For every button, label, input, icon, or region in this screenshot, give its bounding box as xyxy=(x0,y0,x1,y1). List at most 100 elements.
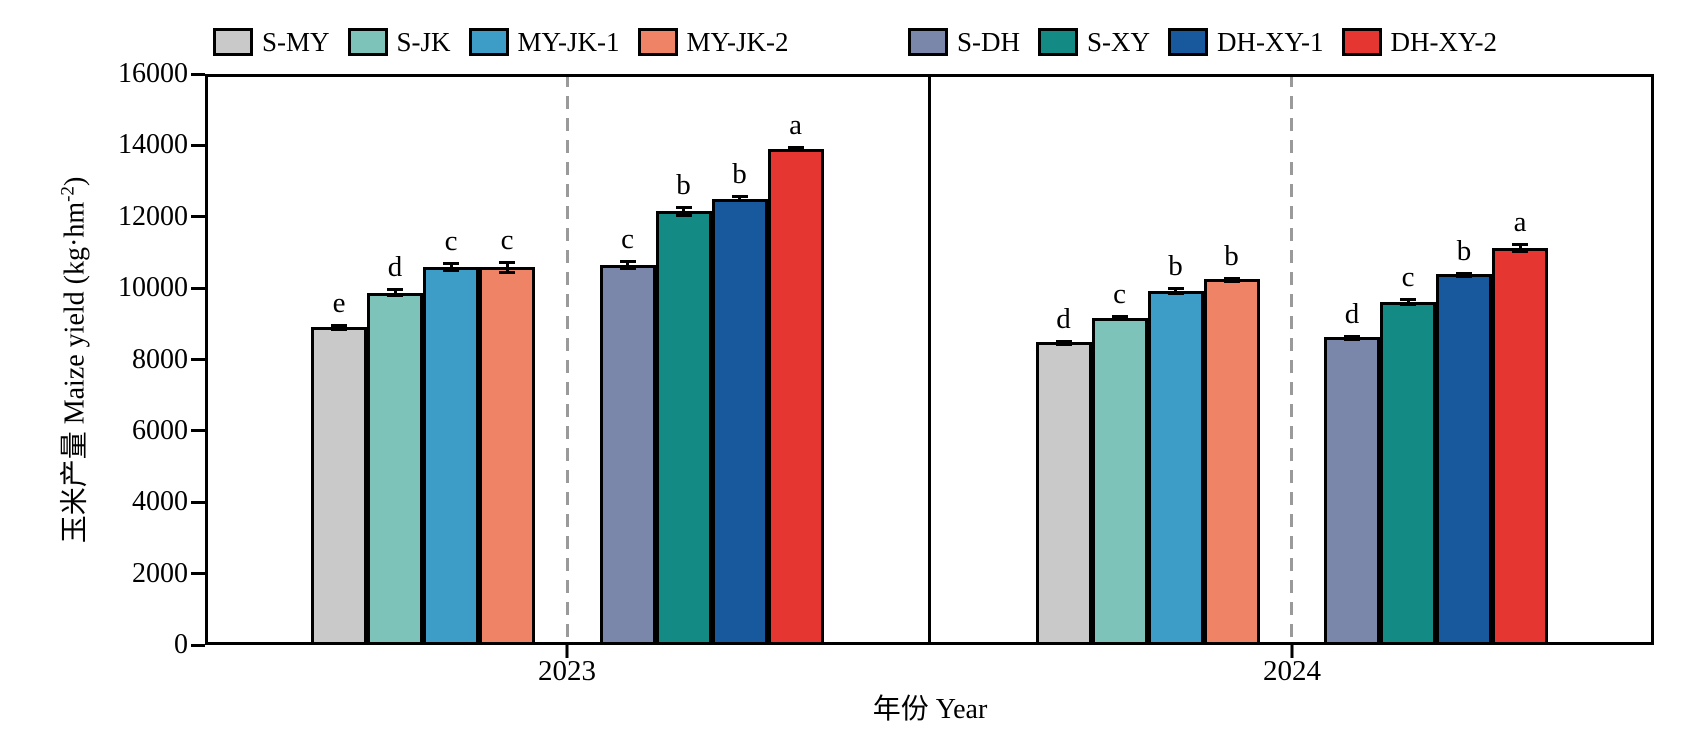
bar-S-MY-2024 xyxy=(1035,341,1092,645)
legend-item-MY-JK-2: MY-JK-2 xyxy=(637,26,789,57)
x-tick-label-2024: 2024 xyxy=(1263,655,1321,687)
legend-swatch-S-XY xyxy=(1038,28,1079,56)
significance-letter-S-MY-2023: e xyxy=(332,287,346,320)
significance-letter-DH-XY-2-2024: a xyxy=(1513,206,1527,239)
y-axis-tick xyxy=(191,72,205,76)
legend-label-S-XY: S-XY xyxy=(1087,26,1151,57)
y-tick-label: 10000 xyxy=(118,272,188,304)
bar-S-JK-2023 xyxy=(367,292,423,645)
legend-item-S-XY: S-XY xyxy=(1038,28,1150,56)
error-bar-S-DH-2023 xyxy=(619,259,636,270)
significance-letter-S-XY-2023: b xyxy=(676,169,691,202)
y-axis-tick xyxy=(191,286,205,290)
error-bar-MY-JK-2-2024 xyxy=(1223,277,1240,284)
bar-S-JK-2024 xyxy=(1091,317,1148,645)
bar-S-DH-2024 xyxy=(1324,337,1380,645)
significance-letter-MY-JK-2-2023: c xyxy=(500,223,514,256)
y-tick-label: 0 xyxy=(174,629,188,660)
bar-MY-JK-1-2024 xyxy=(1147,290,1204,645)
y-tick-label: 6000 xyxy=(132,414,188,446)
error-bar-DH-XY-1-2023 xyxy=(731,195,748,203)
bar-S-DH-2023 xyxy=(599,264,656,645)
bar-MY-JK-2-2023 xyxy=(479,267,535,645)
legend-label-S-DH: S-DH xyxy=(957,26,1021,57)
x-axis-tick xyxy=(1290,645,1294,658)
legend-swatch-MY-JK-2 xyxy=(637,28,678,56)
x-axis-tick xyxy=(565,645,569,658)
error-bar-S-XY-2024 xyxy=(1400,298,1416,307)
legend-label-DH-XY-2: DH-XY-2 xyxy=(1390,26,1497,57)
bar-MY-JK-2-2024 xyxy=(1203,279,1260,645)
significance-letter-DH-XY-2-2023: a xyxy=(789,108,802,141)
bar-DH-XY-2-2023 xyxy=(767,148,824,645)
bar-S-XY-2024 xyxy=(1380,302,1436,645)
legend-item-S-DH: S-DH xyxy=(908,28,1020,56)
significance-letter-S-MY-2024: d xyxy=(1056,302,1071,335)
significance-letter-S-JK-2023: d xyxy=(387,251,403,284)
legend-label-DH-XY-1: DH-XY-1 xyxy=(1217,26,1324,57)
legend-group-1: S-MY S-JK MY-JK-1 MY-JK-2 xyxy=(213,28,789,56)
error-bar-MY-JK-1-2023 xyxy=(443,261,459,272)
legend-swatch-MY-JK-1 xyxy=(468,28,509,56)
year-panel-divider xyxy=(928,74,931,645)
error-bar-S-JK-2023 xyxy=(387,288,403,298)
error-bar-S-DH-2024 xyxy=(1344,335,1360,342)
legend-item-DH-XY-2: DH-XY-2 xyxy=(1341,26,1497,57)
error-bar-MY-JK-1-2024 xyxy=(1167,286,1184,296)
y-axis-tick xyxy=(191,643,205,647)
legend-label-S-MY: S-MY xyxy=(262,26,330,57)
significance-letter-S-DH-2024: d xyxy=(1344,298,1360,331)
legend-swatch-DH-XY-2 xyxy=(1341,28,1382,56)
cluster-separator-dashed-line xyxy=(1290,74,1294,645)
legend-item-S-JK: S-JK xyxy=(347,26,451,57)
y-axis-tick xyxy=(191,572,205,576)
legend-swatch-DH-XY-1 xyxy=(1168,28,1209,56)
x-axis-title: 年份 Year xyxy=(872,694,988,725)
error-bar-S-XY-2023 xyxy=(675,206,692,217)
y-axis-title-close: ) xyxy=(59,176,91,187)
cluster-separator-dashed-line xyxy=(565,74,569,645)
significance-letter-S-DH-2023: c xyxy=(621,222,634,255)
legend-item-DH-XY-1: DH-XY-1 xyxy=(1168,26,1324,57)
legend-item-S-MY: S-MY xyxy=(213,28,330,56)
legend-group-2: S-DH S-XY DH-XY-1 DH-XY-2 xyxy=(908,28,1497,56)
legend-label-MY-JK-1: MY-JK-1 xyxy=(517,26,620,57)
legend-swatch-S-JK xyxy=(347,28,388,56)
legend-swatch-S-DH xyxy=(908,28,948,56)
legend-label-S-JK: S-JK xyxy=(396,26,451,57)
plot-area: e d d c c b c b c d b c b b a a xyxy=(191,72,1654,658)
y-tick-label: 4000 xyxy=(132,486,188,518)
legend-swatch-S-MY xyxy=(213,28,253,56)
bar-S-XY-2023 xyxy=(655,211,712,645)
y-axis-tick xyxy=(191,429,205,433)
error-bar-MY-JK-2-2023 xyxy=(499,260,515,275)
y-axis-tick xyxy=(191,500,205,504)
y-tick-label: 14000 xyxy=(118,129,188,161)
x-tick-label-2023: 2023 xyxy=(538,655,596,687)
y-axis-title-superscript: -2 xyxy=(57,186,79,202)
significance-letter-S-JK-2024: c xyxy=(1113,277,1126,310)
significance-letter-MY-JK-1-2024: b xyxy=(1168,249,1183,282)
error-bar-DH-XY-2-2024 xyxy=(1512,243,1528,254)
significance-letter-DH-XY-1-2024: b xyxy=(1456,234,1472,267)
bar-DH-XY-1-2023 xyxy=(711,198,768,645)
significance-letter-MY-JK-1-2023: c xyxy=(444,224,458,257)
error-bar-S-JK-2024 xyxy=(1111,314,1128,321)
error-bar-DH-XY-1-2024 xyxy=(1456,271,1472,278)
bar-MY-JK-1-2023 xyxy=(423,266,479,645)
error-bar-DH-XY-2-2023 xyxy=(787,145,804,153)
significance-letter-DH-XY-1-2023: b xyxy=(732,158,747,191)
bar-DH-XY-1-2024 xyxy=(1436,273,1492,645)
bar-DH-XY-2-2024 xyxy=(1492,248,1548,645)
legend-label-MY-JK-2: MY-JK-2 xyxy=(686,26,789,57)
significance-letter-MY-JK-2-2024: b xyxy=(1224,240,1239,273)
y-tick-label: 8000 xyxy=(132,343,188,375)
y-axis-tick xyxy=(191,358,205,361)
y-axis-tick xyxy=(191,215,205,219)
y-tick-label: 16000 xyxy=(118,58,188,89)
y-tick-label: 12000 xyxy=(118,200,188,232)
significance-letter-S-XY-2024: c xyxy=(1401,261,1415,294)
legend-item-MY-JK-1: MY-JK-1 xyxy=(468,26,620,57)
error-bar-S-MY-2023 xyxy=(331,324,347,331)
